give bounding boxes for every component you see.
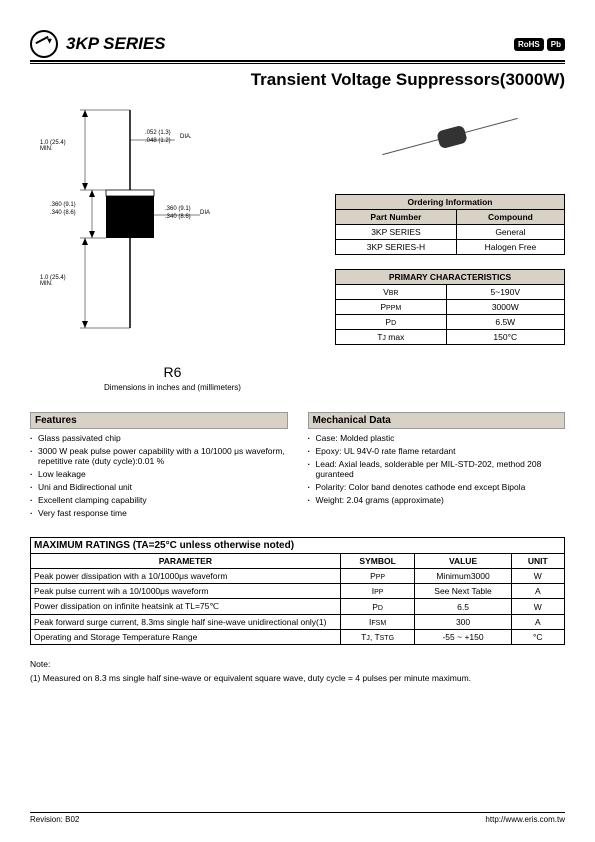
- mech-item: Case: Molded plastic: [308, 433, 566, 443]
- ordering-title: Ordering Information: [336, 195, 565, 210]
- primary-table: PRIMARY CHARACTERISTICS VBR5~190V PPPM30…: [335, 269, 565, 345]
- note-label: Note:: [30, 659, 565, 669]
- feature-item: Very fast response time: [30, 508, 288, 518]
- max-title: MAXIMUM RATINGS (TA=25°C unless otherwis…: [31, 538, 565, 554]
- mx-r0c1: PPP: [340, 569, 415, 584]
- badges: RoHS Pb: [514, 38, 565, 51]
- mx-r0c2: Minimum3000: [415, 569, 511, 584]
- header: 3KP SERIES RoHS Pb: [30, 30, 565, 58]
- package-code: R6: [30, 364, 315, 380]
- feature-item: Low leakage: [30, 469, 288, 479]
- dim-w-s: DIA: [200, 210, 210, 216]
- dim-top-length: 1.0 (25.4) MIN.: [40, 140, 66, 152]
- mx-h1: SYMBOL: [340, 554, 415, 569]
- mech-item: Lead: Axial leads, solderable per MIL-ST…: [308, 459, 566, 479]
- ord-h1: Compound: [456, 210, 564, 225]
- website-url: http://www.eris.com.tw: [485, 815, 565, 824]
- revision: Revision: B02: [30, 815, 79, 824]
- feature-item: Glass passivated chip: [30, 433, 288, 443]
- mx-r4c2: -55 ~ +150: [415, 630, 511, 645]
- pc-r3c0: TJ max: [336, 330, 447, 345]
- mech-list: Case: Molded plastic Epoxy: UL 94V-0 rat…: [308, 433, 566, 505]
- feature-item: 3000 W peak pulse power capability with …: [30, 446, 288, 466]
- divider: [30, 63, 565, 64]
- ord-r0c0: 3KP SERIES: [336, 225, 457, 240]
- pc-r0c1: 5~190V: [446, 285, 564, 300]
- pc-r1c0: PPPM: [336, 300, 447, 315]
- primary-title: PRIMARY CHARACTERISTICS: [336, 270, 565, 285]
- drawing-panel: 1.0 (25.4) MIN. 1.0 (25.4) MIN. .360 (9.…: [30, 100, 315, 392]
- dim-lead-top: .052 (1.3): [145, 130, 171, 136]
- mx-h0: PARAMETER: [31, 554, 341, 569]
- mx-r2c0: Power dissipation on infinite heatsink a…: [31, 599, 341, 615]
- pc-r2c1: 6.5W: [446, 315, 564, 330]
- mx-r3c3: A: [511, 615, 564, 630]
- mx-r1c1: IPP: [340, 584, 415, 599]
- dim-lead-bot: .048 (1.2): [145, 138, 171, 144]
- note-text: (1) Measured on 8.3 ms single half sine-…: [30, 673, 565, 683]
- pb-badge: Pb: [547, 38, 565, 51]
- mx-r3c1: IFSM: [340, 615, 415, 630]
- feature-item: Excellent clamping capability: [30, 495, 288, 505]
- mx-r4c3: °C: [511, 630, 564, 645]
- mx-r4c0: Operating and Storage Temperature Range: [31, 630, 341, 645]
- mx-r0c3: W: [511, 569, 564, 584]
- mech-item: Epoxy: UL 94V-0 rate flame retardant: [308, 446, 566, 456]
- mech-col: Mechanical Data Case: Molded plastic Epo…: [308, 412, 566, 521]
- mech-item: Weight: 2.04 grams (approximate): [308, 495, 566, 505]
- mx-r3c0: Peak forward surge current, 8.3ms single…: [31, 615, 341, 630]
- dim-w-bot: .340 (8.6): [165, 214, 191, 220]
- pc-r3c1: 150°C: [446, 330, 564, 345]
- ord-h0: Part Number: [336, 210, 457, 225]
- features-list: Glass passivated chip 3000 W peak pulse …: [30, 433, 288, 518]
- dim-lead-s: DIA.: [180, 134, 192, 140]
- max-ratings-table: MAXIMUM RATINGS (TA=25°C unless otherwis…: [30, 537, 565, 645]
- mx-r1c2: See Next Table: [415, 584, 511, 599]
- pc-r2c0: PD: [336, 315, 447, 330]
- feature-item: Uni and Bidirectional unit: [30, 482, 288, 492]
- mx-r4c1: TJ, TSTG: [340, 630, 415, 645]
- mech-item: Polarity: Color band denotes cathode end…: [308, 482, 566, 492]
- mx-r3c2: 300: [415, 615, 511, 630]
- mech-title: Mechanical Data: [308, 412, 566, 429]
- dim-height-bot: .340 (8.6): [50, 210, 76, 216]
- series-name: 3KP SERIES: [66, 34, 166, 54]
- rohs-badge: RoHS: [514, 38, 544, 51]
- mx-r2c3: W: [511, 599, 564, 615]
- footer: Revision: B02 http://www.eris.com.tw: [30, 812, 565, 824]
- dim-bot-length: 1.0 (25.4) MIN.: [40, 275, 66, 287]
- page-title: Transient Voltage Suppressors(3000W): [30, 70, 565, 90]
- mx-r1c0: Peak pulse current wih a 10/1000μs wavef…: [31, 584, 341, 599]
- ordering-table: Ordering Information Part NumberCompound…: [335, 194, 565, 255]
- drawing-caption: Dimensions in inches and (millimeters): [30, 383, 315, 392]
- dim-height-top: .360 (9.1): [50, 202, 76, 208]
- package-drawing: 1.0 (25.4) MIN. 1.0 (25.4) MIN. .360 (9.…: [30, 100, 250, 360]
- product-photo: [390, 100, 510, 180]
- divider: [30, 60, 565, 62]
- right-panel: Ordering Information Part NumberCompound…: [335, 100, 565, 392]
- ord-r1c1: Halogen Free: [456, 240, 564, 255]
- features-title: Features: [30, 412, 288, 429]
- dim-w-top: .360 (9.1): [165, 206, 191, 212]
- ord-r1c0: 3KP SERIES-H: [336, 240, 457, 255]
- mx-r0c0: Peak power dissipation with a 10/1000μs …: [31, 569, 341, 584]
- mx-h2: VALUE: [415, 554, 511, 569]
- mx-r1c3: A: [511, 584, 564, 599]
- features-col: Features Glass passivated chip 3000 W pe…: [30, 412, 288, 521]
- pc-r0c0: VBR: [336, 285, 447, 300]
- mx-h3: UNIT: [511, 554, 564, 569]
- pc-r1c1: 3000W: [446, 300, 564, 315]
- mx-r2c1: PD: [340, 599, 415, 615]
- mx-r2c2: 6.5: [415, 599, 511, 615]
- ord-r0c1: General: [456, 225, 564, 240]
- brand-logo: [30, 30, 58, 58]
